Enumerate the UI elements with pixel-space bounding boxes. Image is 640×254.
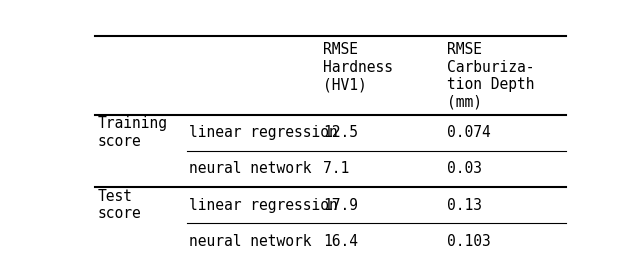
Text: 0.103: 0.103: [447, 234, 491, 249]
Text: linear regression: linear regression: [189, 198, 338, 213]
Text: Test
score: Test score: [97, 189, 141, 221]
Text: neural network: neural network: [189, 234, 312, 249]
Text: 0.074: 0.074: [447, 125, 491, 140]
Text: Training
score: Training score: [97, 117, 168, 149]
Text: 7.1: 7.1: [323, 161, 349, 176]
Text: 0.03: 0.03: [447, 161, 482, 176]
Text: 0.13: 0.13: [447, 198, 482, 213]
Text: 16.4: 16.4: [323, 234, 358, 249]
Text: linear regression: linear regression: [189, 125, 338, 140]
Text: 17.9: 17.9: [323, 198, 358, 213]
Text: RMSE
Hardness
(HV1): RMSE Hardness (HV1): [323, 42, 393, 92]
Text: 12.5: 12.5: [323, 125, 358, 140]
Text: RMSE
Carburiza-
tion Depth
(mm): RMSE Carburiza- tion Depth (mm): [447, 42, 534, 109]
Text: neural network: neural network: [189, 161, 312, 176]
